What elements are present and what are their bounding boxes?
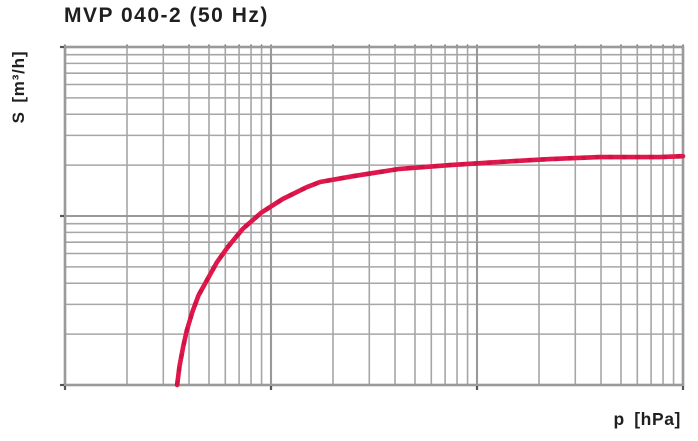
pumping-speed-curve-texture <box>174 153 684 386</box>
chart-title: MVP 040-2 (50 Hz) <box>64 4 269 27</box>
x-axis-label: p [hPa] <box>613 409 681 429</box>
plot-frame <box>63 45 685 387</box>
pumping-speed-curve <box>174 153 686 388</box>
